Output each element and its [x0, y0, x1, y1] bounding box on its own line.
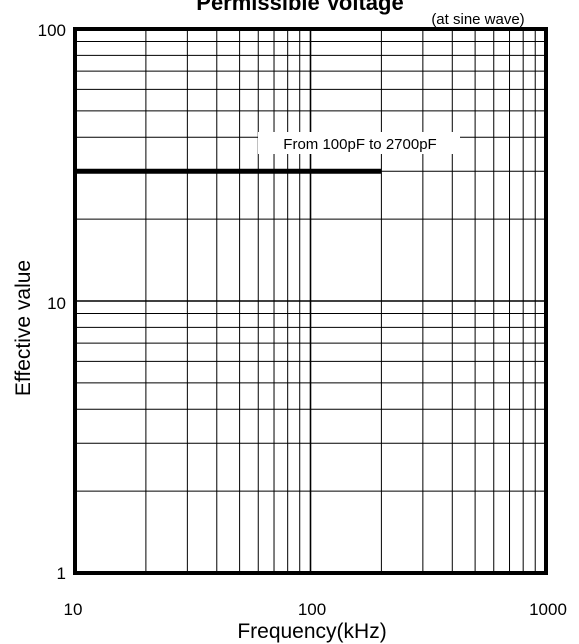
y-tick-label-1: 1: [57, 564, 66, 583]
x-tick-label-10: 10: [64, 600, 83, 619]
chart-title: Permissible Voltage: [196, 0, 403, 15]
grid: [75, 29, 546, 573]
x-tick-label-1000: 1000: [529, 600, 567, 619]
y-tick-label-10: 10: [47, 294, 66, 313]
x-axis-label: Frequency(kHz): [237, 620, 386, 643]
chart-subtitle: (at sine wave): [431, 11, 524, 28]
x-tick-label-100: 100: [298, 600, 326, 619]
y-tick-label-100: 100: [38, 21, 66, 40]
annotation-background: [258, 132, 460, 154]
y-axis-label: Effective value: [12, 260, 35, 396]
plot-frame: [73, 27, 548, 575]
annotation-label: From 100pF to 2700pF: [283, 136, 436, 153]
